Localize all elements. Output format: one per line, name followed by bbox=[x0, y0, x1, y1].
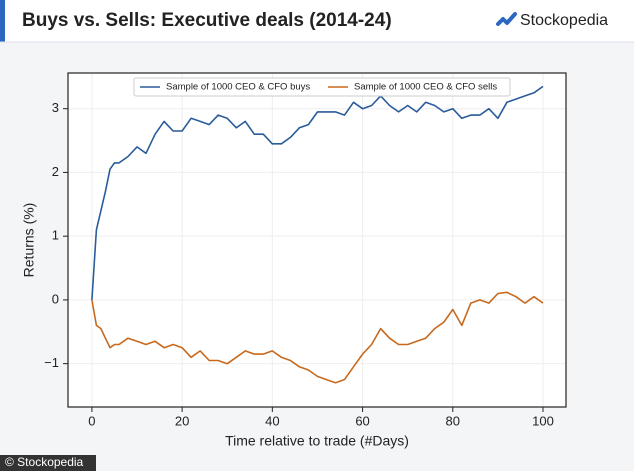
x-tick-label: 80 bbox=[446, 413, 460, 428]
y-tick-label: −1 bbox=[44, 355, 59, 370]
x-tick-label: 60 bbox=[355, 413, 369, 428]
header bbox=[0, 0, 634, 42]
y-tick-label: 0 bbox=[52, 291, 59, 306]
x-tick-label: 100 bbox=[532, 413, 554, 428]
x-tick-label: 20 bbox=[175, 413, 189, 428]
plot-frame bbox=[67, 72, 567, 408]
legend-label: Sample of 1000 CEO & CFO buys bbox=[166, 82, 310, 93]
credit: © Stockopedia bbox=[5, 455, 84, 469]
x-tick-label: 0 bbox=[88, 413, 95, 428]
y-tick-label: 2 bbox=[52, 164, 59, 179]
legend-label: Sample of 1000 CEO & CFO sells bbox=[354, 82, 497, 93]
header-accent bbox=[0, 0, 5, 42]
x-axis-label: Time relative to trade (#Days) bbox=[225, 433, 409, 449]
y-axis-label: Returns (%) bbox=[21, 203, 37, 278]
y-tick-label: 3 bbox=[52, 100, 59, 115]
brand: Stockopedia bbox=[520, 12, 608, 29]
x-tick-label: 40 bbox=[265, 413, 279, 428]
credit-box bbox=[0, 455, 96, 471]
chart-title: Buys vs. Sells: Executive deals (2014-24… bbox=[22, 10, 392, 31]
brand-logo bbox=[496, 12, 517, 26]
y-tick-label: 1 bbox=[52, 228, 59, 243]
series-line bbox=[91, 291, 544, 384]
series-line bbox=[91, 85, 544, 300]
plot-area bbox=[68, 73, 566, 407]
legend-box bbox=[133, 77, 511, 97]
